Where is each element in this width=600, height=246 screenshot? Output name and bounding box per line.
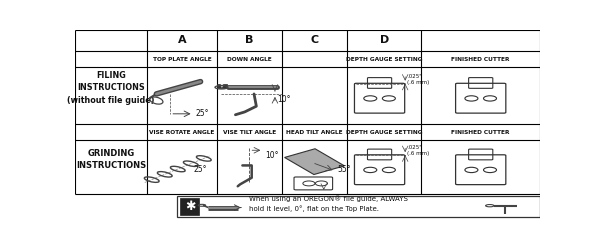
Text: DEPTH GAUGE SETTING: DEPTH GAUGE SETTING xyxy=(346,130,422,135)
Text: 25°: 25° xyxy=(194,165,207,174)
Text: HEAD TILT ANGLE: HEAD TILT ANGLE xyxy=(286,130,343,135)
Text: C: C xyxy=(310,35,319,46)
Text: DOWN ANGLE: DOWN ANGLE xyxy=(227,57,272,62)
Text: FINISHED CUTTER: FINISHED CUTTER xyxy=(451,57,510,62)
Text: VISE TILT ANGLE: VISE TILT ANGLE xyxy=(223,130,276,135)
Text: .025"
(.6 mm): .025" (.6 mm) xyxy=(407,145,430,156)
Text: DEPTH GAUGE SETTING: DEPTH GAUGE SETTING xyxy=(346,57,422,62)
Text: ✱: ✱ xyxy=(185,200,196,213)
Text: FILING
INSTRUCTIONS
(without file guide): FILING INSTRUCTIONS (without file guide) xyxy=(67,71,155,105)
Bar xyxy=(179,198,199,215)
Text: VISE ROTATE ANGLE: VISE ROTATE ANGLE xyxy=(149,130,215,135)
Text: 55°: 55° xyxy=(338,165,352,174)
Text: .025"
(.6 mm): .025" (.6 mm) xyxy=(407,74,430,85)
Text: FINISHED CUTTER: FINISHED CUTTER xyxy=(451,130,510,135)
Text: B: B xyxy=(245,35,254,46)
Text: 25°: 25° xyxy=(196,109,209,118)
Text: 10°: 10° xyxy=(266,151,279,159)
Text: A: A xyxy=(178,35,186,46)
Text: ✦: ✦ xyxy=(219,83,225,89)
Text: D: D xyxy=(380,35,389,46)
Text: TOP PLATE ANGLE: TOP PLATE ANGLE xyxy=(152,57,211,62)
Polygon shape xyxy=(284,149,344,174)
Bar xyxy=(178,196,540,217)
Text: GRINDING
INSTRUCTIONS: GRINDING INSTRUCTIONS xyxy=(76,149,146,170)
Bar xyxy=(217,84,227,88)
Text: 10°: 10° xyxy=(277,95,291,104)
Text: When using an OREGON® file guide, ALWAYS
hold it level, 0°, flat on the Top Plat: When using an OREGON® file guide, ALWAYS… xyxy=(250,195,408,212)
